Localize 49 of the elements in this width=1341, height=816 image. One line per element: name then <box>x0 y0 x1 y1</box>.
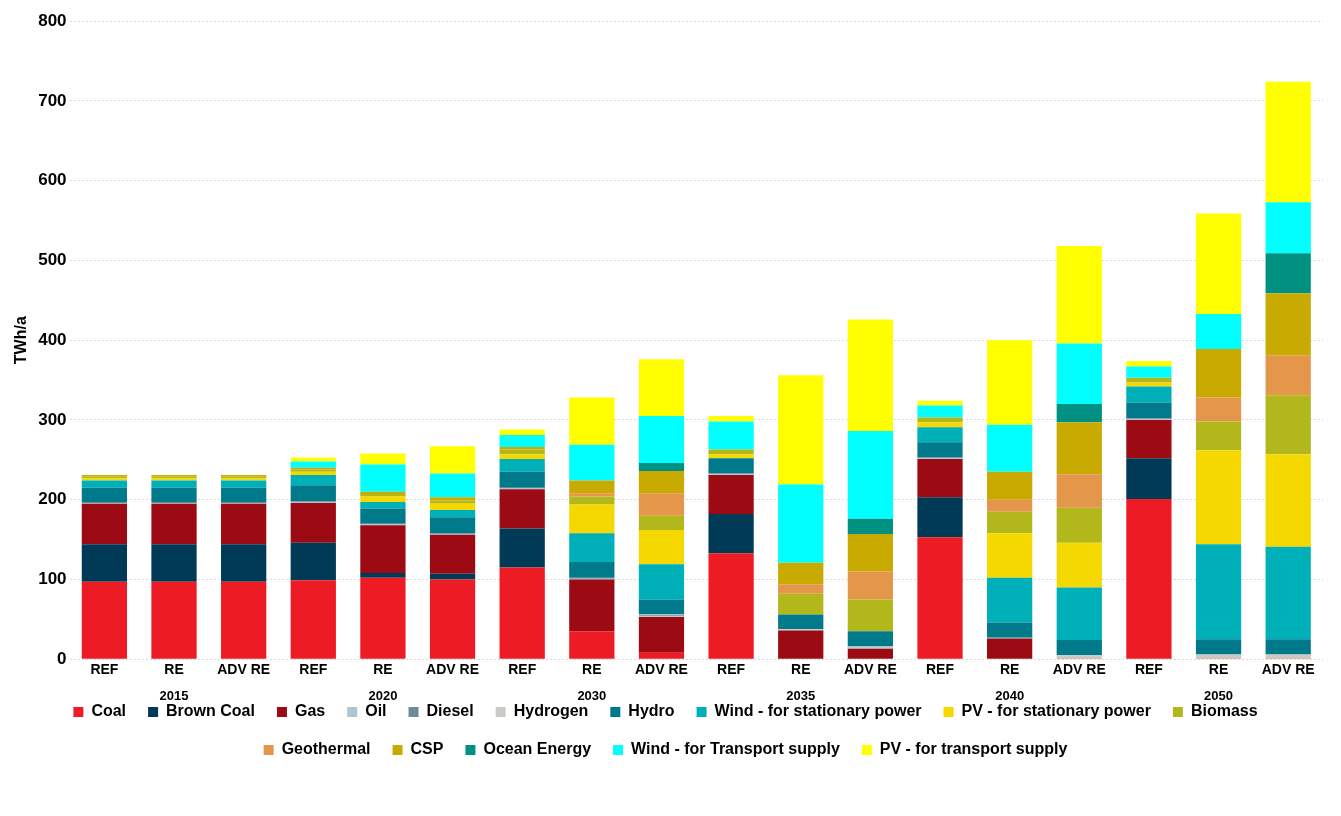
legend-label: Wind - for stationary power <box>714 702 922 720</box>
x-tick-label: REF <box>926 661 955 678</box>
x-tick-label: REF <box>508 661 537 678</box>
x-tick-label: ADV RE <box>217 661 271 678</box>
y-tick-label: 0 <box>57 648 67 668</box>
x-tick-label: ADV RE <box>426 661 480 678</box>
x-tick-label: REF <box>1134 661 1164 678</box>
legend-label: Hydro <box>628 702 675 720</box>
x-tick-label: RE <box>164 661 184 678</box>
y-tick-label: 100 <box>38 569 67 589</box>
legend-label: Hydrogen <box>513 702 589 720</box>
legend-label: CSP <box>410 740 444 758</box>
x-tick-label: RE <box>999 661 1020 678</box>
legend-label: Diesel <box>426 702 474 720</box>
text: 2020 <box>368 688 398 704</box>
text: 2050 <box>1204 688 1234 704</box>
y-tick-label: 800 <box>38 10 67 30</box>
legend-label: Oil <box>365 702 387 720</box>
x-tick-label: ADV RE <box>635 661 688 678</box>
legend-label: Ocean Energy <box>483 740 592 758</box>
y-tick-label: 600 <box>38 170 67 190</box>
legend-label: PV - for transport supply <box>879 740 1068 758</box>
y-tick-label: 200 <box>38 489 67 509</box>
x-tick-label: RE <box>1208 661 1229 678</box>
legend-label: Geothermal <box>281 740 371 758</box>
legend-label: PV - for stationary power <box>961 702 1151 720</box>
y-tick-label: 500 <box>38 250 67 270</box>
x-tick-label: REF <box>717 661 746 678</box>
text: 2015 <box>159 688 189 704</box>
y-tick-label: 700 <box>38 90 67 110</box>
x-tick-label: ADV RE <box>1052 661 1106 678</box>
x-tick-label: RE <box>791 661 811 678</box>
x-tick-label: RE <box>373 661 393 678</box>
x-tick-label: REF <box>90 661 119 678</box>
text: 2030 <box>577 688 607 704</box>
text: 2040 <box>995 688 1025 704</box>
x-tick-label: ADV RE <box>843 661 897 678</box>
y-tick-label: 400 <box>38 329 67 349</box>
legend-label: Wind - for Transport supply <box>631 740 840 758</box>
y-tick-label: 300 <box>38 409 67 429</box>
text: 2035 <box>786 688 816 704</box>
legend-label: Biomass <box>1190 702 1258 720</box>
x-tick-label: REF <box>299 661 328 678</box>
y-axis-title: TWh/a <box>12 316 30 365</box>
legend-label: Gas <box>294 702 326 720</box>
legend-label: Brown Coal <box>166 702 255 720</box>
x-tick-label: ADV RE <box>1261 661 1315 678</box>
legend-label: Coal <box>91 702 127 720</box>
x-tick-label: RE <box>582 661 602 678</box>
